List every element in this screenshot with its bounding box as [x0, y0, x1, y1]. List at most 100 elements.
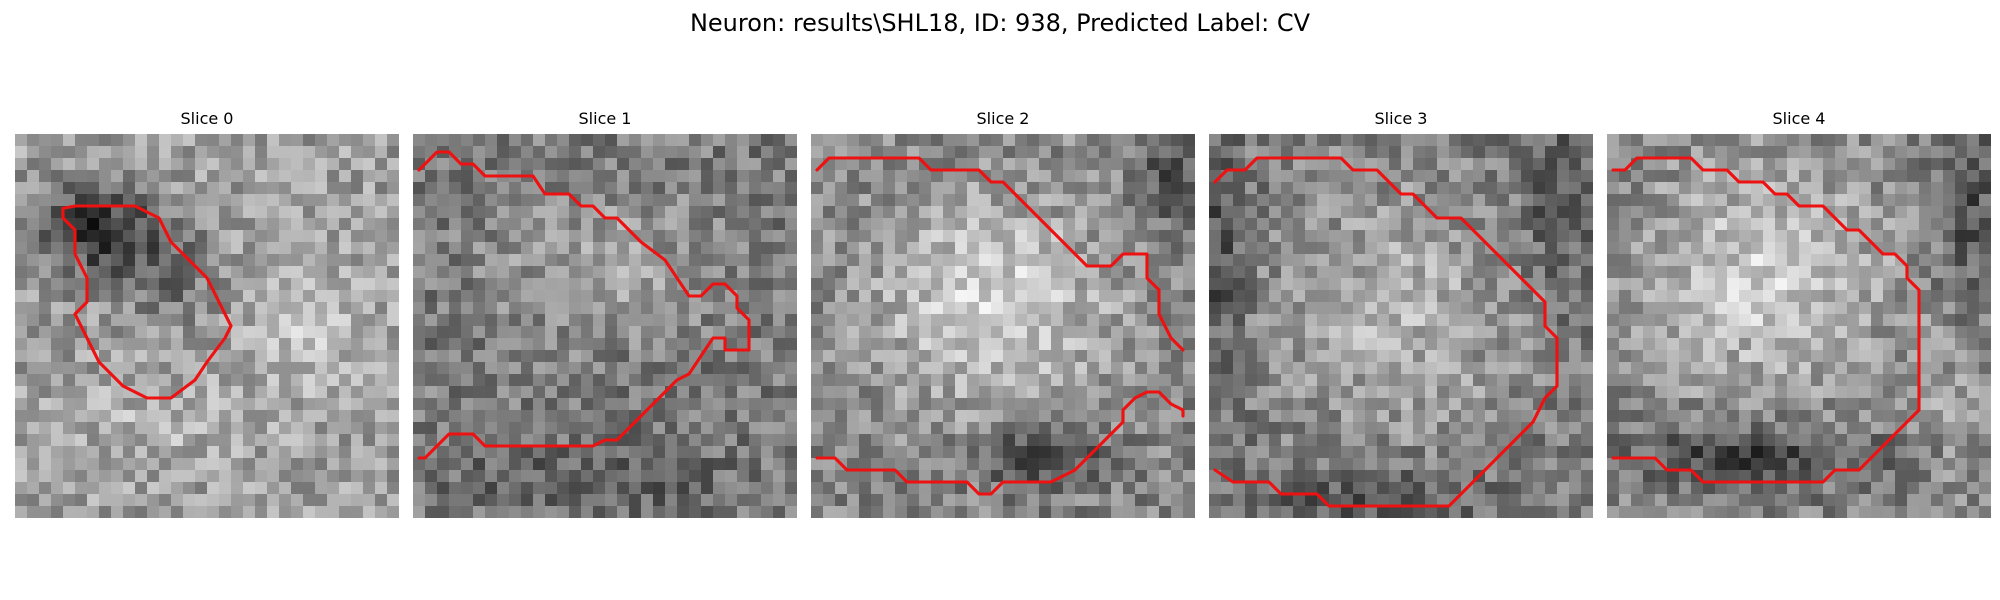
image-pixel	[823, 326, 836, 339]
image-pixel	[195, 494, 208, 507]
image-pixel	[1087, 410, 1100, 423]
image-pixel	[1365, 302, 1378, 315]
image-pixel	[737, 158, 750, 171]
image-pixel	[15, 278, 28, 291]
image-pixel	[1569, 362, 1582, 375]
image-pixel	[1943, 362, 1956, 375]
image-pixel	[75, 182, 88, 195]
image-pixel	[1967, 182, 1980, 195]
image-pixel	[1099, 506, 1112, 518]
image-pixel	[1655, 230, 1668, 243]
image-pixel	[75, 458, 88, 471]
image-pixel	[1581, 482, 1593, 495]
image-pixel	[1787, 410, 1800, 423]
image-pixel	[473, 182, 486, 195]
image-pixel	[1329, 410, 1342, 423]
image-pixel	[823, 170, 836, 183]
image-pixel	[63, 470, 76, 483]
image-pixel	[1607, 254, 1620, 267]
image-pixel	[1221, 374, 1234, 387]
image-pixel	[1437, 242, 1450, 255]
image-pixel	[303, 506, 316, 518]
image-pixel	[1691, 446, 1704, 459]
image-pixel	[1413, 146, 1426, 159]
image-pixel	[1679, 434, 1692, 447]
image-pixel	[907, 386, 920, 399]
image-pixel	[1979, 170, 1991, 183]
image-pixel	[823, 482, 836, 495]
image-pixel	[497, 446, 510, 459]
image-pixel	[1619, 326, 1632, 339]
image-pixel	[931, 242, 944, 255]
image-pixel	[979, 470, 992, 483]
image-pixel	[1123, 242, 1136, 255]
image-pixel	[51, 506, 64, 518]
image-pixel	[581, 446, 594, 459]
image-pixel	[123, 302, 136, 315]
image-pixel	[761, 326, 774, 339]
image-pixel	[243, 290, 256, 303]
image-pixel	[1715, 134, 1728, 147]
image-pixel	[677, 506, 690, 518]
image-pixel	[207, 422, 220, 435]
image-pixel	[375, 374, 388, 387]
image-pixel	[1171, 218, 1184, 231]
image-pixel	[111, 422, 124, 435]
image-pixel	[1727, 146, 1740, 159]
image-pixel	[171, 278, 184, 291]
image-pixel	[967, 506, 980, 518]
image-pixel	[255, 458, 268, 471]
image-pixel	[51, 302, 64, 315]
image-pixel	[895, 350, 908, 363]
image-pixel	[425, 386, 438, 399]
image-pixel	[1135, 170, 1148, 183]
image-pixel	[1847, 446, 1860, 459]
image-pixel	[653, 230, 666, 243]
image-pixel	[1183, 230, 1195, 243]
image-pixel	[1015, 398, 1028, 411]
image-pixel	[1449, 218, 1462, 231]
image-pixel	[1871, 290, 1884, 303]
image-pixel	[279, 374, 292, 387]
image-pixel	[943, 482, 956, 495]
image-pixel	[1727, 158, 1740, 171]
image-pixel	[1775, 326, 1788, 339]
image-pixel	[1413, 302, 1426, 315]
image-pixel	[183, 350, 196, 363]
image-pixel	[1353, 362, 1366, 375]
image-pixel	[1437, 230, 1450, 243]
image-pixel	[99, 194, 112, 207]
image-pixel	[1329, 338, 1342, 351]
image-pixel	[1159, 242, 1172, 255]
image-pixel	[1233, 422, 1246, 435]
image-pixel	[413, 386, 426, 399]
image-pixel	[315, 254, 328, 267]
image-pixel	[919, 362, 932, 375]
image-pixel	[1401, 314, 1414, 327]
image-pixel	[1497, 494, 1510, 507]
image-pixel	[1631, 362, 1644, 375]
image-pixel	[979, 254, 992, 267]
image-pixel	[123, 446, 136, 459]
image-pixel	[351, 362, 364, 375]
image-pixel	[1135, 146, 1148, 159]
image-pixel	[919, 206, 932, 219]
image-pixel	[1581, 194, 1593, 207]
image-pixel	[1919, 278, 1932, 291]
image-pixel	[1135, 362, 1148, 375]
image-pixel	[629, 506, 642, 518]
image-pixel	[243, 386, 256, 399]
image-pixel	[1607, 362, 1620, 375]
image-pixel	[811, 386, 824, 399]
image-pixel	[1245, 434, 1258, 447]
image-pixel	[1209, 158, 1222, 171]
image-pixel	[219, 242, 232, 255]
image-pixel	[219, 278, 232, 291]
image-pixel	[569, 314, 582, 327]
image-pixel	[713, 494, 726, 507]
image-pixel	[1003, 206, 1016, 219]
image-pixel	[291, 194, 304, 207]
image-pixel	[267, 146, 280, 159]
image-pixel	[1763, 242, 1776, 255]
image-pixel	[1497, 266, 1510, 279]
